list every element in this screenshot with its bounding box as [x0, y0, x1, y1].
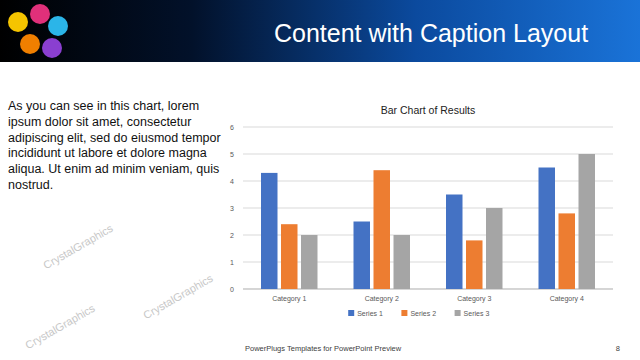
grid-line: [243, 208, 613, 209]
grid-line: [243, 181, 613, 182]
x-axis-line: [243, 289, 613, 290]
grid-line: [243, 289, 613, 290]
bar: [486, 208, 503, 289]
y-tick-label: 3: [230, 205, 234, 212]
legend-label: Series 2: [410, 310, 436, 317]
x-tick-label: Category 4: [550, 295, 584, 303]
slide-canvas: CrystalGraphics CrystalGraphics CrystalGra…: [0, 0, 640, 360]
y-tick-label: 0: [230, 286, 234, 293]
legend-swatch: [455, 310, 461, 316]
bars: [261, 154, 595, 289]
caption: As you can see in this chart, lorem ipsu…: [8, 99, 232, 194]
grid-line: [243, 154, 613, 155]
bar: [539, 168, 556, 290]
grid-line: [243, 235, 613, 236]
bar: [374, 170, 391, 289]
legend-swatch: [401, 310, 407, 316]
header-figure: [20, 34, 40, 54]
bar: [394, 235, 411, 289]
legend-label: Series 3: [464, 310, 490, 317]
watermark: CrystalGraphics: [23, 302, 97, 352]
bar: [559, 213, 576, 289]
header-figure: [48, 16, 68, 36]
header-figure: [30, 4, 50, 24]
bar: [446, 195, 463, 290]
bar: [354, 222, 371, 290]
header-figure: [42, 38, 62, 58]
slide: {"slide": {"title": "Content with Captio…: [0, 0, 640, 360]
bar: [281, 224, 298, 289]
footer-text: PowerPlugs Templates for PowerPoint Prev…: [245, 344, 402, 353]
y-tick-label: 4: [230, 178, 234, 185]
grid-line: [243, 127, 613, 128]
y-tick-label: 6: [230, 124, 234, 131]
bar: [579, 154, 596, 289]
x-tick-label: Category 2: [365, 295, 399, 303]
slide-title: Content with Caption Layout: [274, 19, 588, 47]
watermark: CrystalGraphics: [141, 272, 215, 322]
y-tick-label: 5: [230, 151, 234, 158]
bar: [466, 240, 483, 289]
legend-swatch: [348, 310, 354, 316]
watermark: CrystalGraphics: [41, 222, 115, 272]
legend-label: Series 1: [357, 310, 383, 317]
chart-title: Bar Chart of Results: [381, 104, 476, 116]
y-tick-label: 2: [230, 232, 234, 239]
header-figure: [8, 12, 28, 32]
x-tick-label: Category 3: [457, 295, 491, 303]
bar: [261, 173, 278, 289]
x-tick-label: Category 1: [272, 295, 306, 303]
bar: [301, 235, 318, 289]
y-tick-label: 1: [230, 259, 234, 266]
page-number: 8: [616, 344, 620, 353]
grid-line: [243, 262, 613, 263]
